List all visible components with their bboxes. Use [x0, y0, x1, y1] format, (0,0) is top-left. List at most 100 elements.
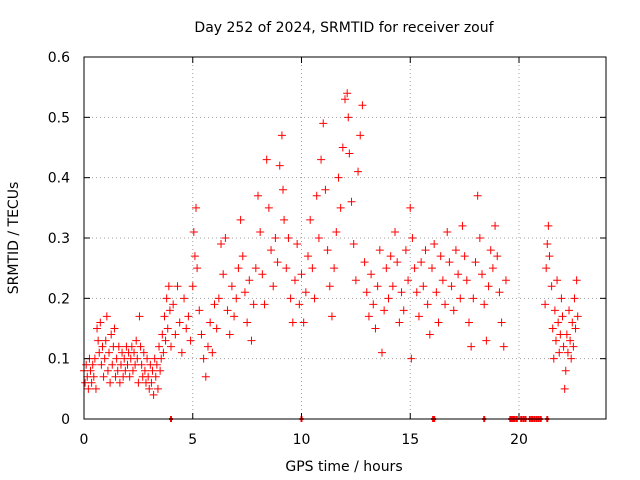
data-point	[375, 246, 384, 255]
data-point	[208, 348, 217, 357]
data-point	[144, 372, 153, 381]
x-tick-label: 0	[80, 432, 89, 448]
y-axis-label: SRMTID / TECUs	[6, 182, 22, 295]
data-point	[167, 342, 175, 351]
data-point	[377, 348, 386, 357]
data-point	[454, 270, 463, 279]
data-point	[386, 252, 395, 261]
data-point	[327, 312, 336, 321]
data-point	[286, 294, 295, 303]
data-point	[106, 378, 115, 387]
data-point	[149, 390, 158, 399]
data-point	[158, 330, 167, 339]
data-point	[165, 306, 174, 315]
data-point	[308, 264, 317, 273]
data-point	[140, 366, 149, 375]
data-point	[95, 348, 104, 357]
data-point	[501, 276, 510, 285]
data-point	[299, 318, 308, 327]
data-point	[471, 258, 480, 267]
data-point	[245, 276, 254, 285]
data-point	[156, 366, 165, 375]
data-point	[430, 240, 439, 249]
data-point	[137, 360, 146, 369]
data-point	[550, 306, 559, 315]
data-point	[382, 264, 391, 273]
data-point	[310, 294, 319, 303]
data-point	[249, 300, 258, 309]
data-point	[221, 234, 230, 242]
data-point	[488, 264, 497, 273]
data-point	[136, 342, 145, 351]
data-point	[169, 300, 178, 309]
data-point	[360, 258, 369, 267]
data-point	[349, 240, 358, 249]
data-point	[547, 282, 556, 291]
data-point	[482, 336, 491, 345]
data-point	[108, 360, 117, 369]
data-point	[436, 252, 445, 261]
data-point	[408, 234, 417, 242]
y-tick-label: 0	[61, 412, 70, 428]
data-point	[132, 336, 141, 345]
data-point	[393, 258, 402, 267]
data-point	[284, 234, 293, 242]
data-point	[102, 312, 111, 321]
data-point	[323, 246, 332, 255]
data-point	[428, 264, 436, 273]
data-point	[113, 366, 122, 375]
data-point	[570, 294, 579, 303]
data-point	[262, 155, 271, 164]
y-tick-label: 0.1	[48, 352, 70, 368]
data-point	[484, 282, 493, 291]
data-point	[254, 191, 262, 200]
data-point	[399, 306, 408, 315]
data-point	[97, 360, 106, 369]
data-point	[391, 227, 400, 236]
data-point	[371, 324, 380, 333]
data-point	[161, 336, 170, 345]
data-point	[441, 300, 450, 309]
data-point	[460, 252, 469, 261]
data-point	[84, 384, 93, 393]
data-point	[486, 246, 495, 255]
data-point	[94, 336, 103, 345]
marks-layer	[80, 89, 582, 422]
data-point	[401, 246, 410, 255]
data-point	[558, 312, 567, 321]
data-point	[560, 384, 569, 393]
data-point	[133, 354, 142, 363]
data-point	[197, 330, 206, 339]
data-point	[100, 354, 109, 363]
data-point	[98, 342, 107, 351]
chart-title: Day 252 of 2024, SRMTID for receiver zou…	[194, 20, 494, 36]
y-tick-label: 0.5	[48, 110, 70, 126]
data-point	[182, 324, 191, 333]
data-point	[458, 221, 467, 230]
data-point	[388, 282, 397, 291]
data-point	[367, 270, 376, 279]
data-point	[210, 300, 219, 309]
data-point	[225, 330, 234, 339]
data-point	[152, 360, 161, 369]
data-point	[87, 378, 96, 387]
data-point	[321, 185, 330, 194]
data-point	[195, 306, 204, 315]
data-point	[88, 360, 97, 369]
data-point	[206, 318, 215, 327]
data-point	[456, 294, 465, 303]
data-point	[293, 240, 302, 249]
data-point	[111, 372, 120, 381]
data-point	[412, 288, 421, 297]
data-point	[407, 354, 416, 363]
y-tick-label: 0.3	[48, 231, 70, 247]
data-point	[541, 300, 550, 309]
data-point	[171, 330, 180, 339]
data-point	[243, 318, 252, 327]
data-point	[236, 215, 245, 224]
data-point	[105, 348, 114, 357]
data-point	[301, 288, 310, 297]
data-point	[497, 318, 506, 327]
data-point	[127, 342, 136, 351]
